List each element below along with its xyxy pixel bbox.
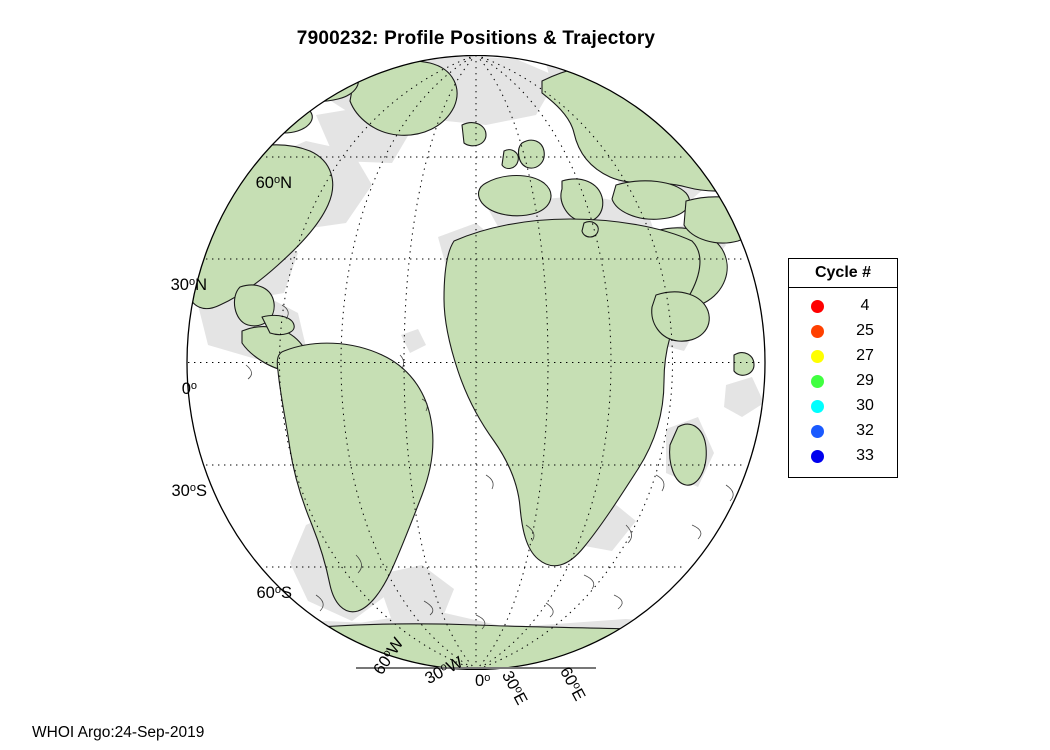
lat-label-30N: 30oN	[170, 276, 207, 294]
legend-row-cycle-33[interactable]: 33	[789, 444, 897, 469]
legend-row-cycle-27[interactable]: 27	[789, 344, 897, 369]
graticule	[188, 55, 764, 670]
lon-label-60E: 60oE	[556, 664, 589, 704]
legend-swatch-cell	[789, 374, 845, 388]
legend-label: 30	[856, 397, 874, 415]
legend-panel: Cycle # 4 25 27 29	[788, 258, 898, 478]
cycle-marker-icon	[810, 449, 824, 463]
cycle-marker-icon	[810, 374, 824, 388]
globe-svg	[186, 55, 766, 670]
legend-swatch-cell	[789, 324, 845, 338]
legend-label: 4	[860, 297, 870, 315]
cycle-marker-icon	[810, 324, 824, 338]
legend-swatch-cell	[789, 424, 845, 438]
meridian-60E	[475, 55, 612, 670]
legend-swatch-cell	[789, 449, 845, 463]
coastline-detail	[245, 304, 734, 630]
lat-label-0: 0o	[181, 380, 197, 398]
legend-label: 25	[856, 322, 874, 340]
lat-label-30S: 30oS	[171, 482, 208, 500]
legend-swatch-cell	[789, 399, 845, 413]
legend-label: 29	[856, 372, 874, 390]
legend-label: 32	[856, 422, 874, 440]
legend-row-cycle-29[interactable]: 29	[789, 369, 897, 394]
legend-swatch-cell	[789, 349, 845, 363]
legend-row-cycle-25[interactable]: 25	[789, 319, 897, 344]
lon-label-0: 0o	[475, 672, 491, 690]
lat-label-60S: 60oS	[256, 584, 293, 602]
legend-row-cycle-32[interactable]: 32	[789, 419, 897, 444]
meridian-60W	[340, 55, 477, 670]
legend-entries: 4 25 27 29 30	[789, 288, 897, 477]
legend-row-cycle-4[interactable]: 4	[789, 294, 897, 319]
cycle-marker-icon	[810, 399, 824, 413]
page-title: 7900232: Profile Positions & Trajectory	[296, 28, 656, 49]
cycle-marker-icon	[810, 349, 824, 363]
legend-label: 33	[856, 447, 874, 465]
lon-label-30E: 30oE	[498, 668, 531, 708]
legend-row-cycle-30[interactable]: 30	[789, 394, 897, 419]
globe-outline	[186, 55, 766, 670]
legend-swatch-cell	[789, 299, 845, 313]
map-plot-area: 60oN 30oN 0o 30oS 60oS 60oW 30oW 0o 30oE…	[150, 50, 790, 708]
lat-label-60N: 60oN	[255, 174, 292, 192]
legend-label: 27	[856, 347, 874, 365]
source-caption: WHOI Argo:24-Sep-2019	[32, 724, 205, 741]
globe-projection	[186, 55, 766, 670]
cycle-marker-icon	[810, 424, 824, 438]
cycle-marker-icon	[810, 299, 824, 313]
legend-title: Cycle #	[789, 259, 897, 288]
